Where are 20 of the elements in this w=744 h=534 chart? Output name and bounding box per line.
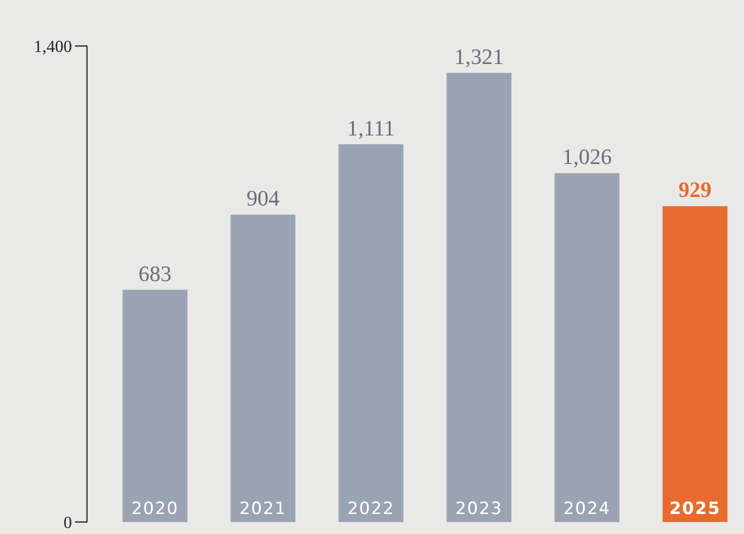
x-tick-label: 2023 xyxy=(455,499,503,519)
x-tick-label: 2025 xyxy=(669,499,721,519)
bar xyxy=(446,72,512,522)
data-label: 929 xyxy=(678,177,712,202)
bar xyxy=(230,214,296,522)
data-label: 904 xyxy=(246,186,280,211)
data-label: 683 xyxy=(138,260,172,286)
y-tick-label: 0 xyxy=(64,512,72,532)
data-label: 1,111 xyxy=(347,115,395,140)
bar xyxy=(662,206,728,522)
data-label: 1,026 xyxy=(562,144,612,170)
x-tick-label: 2020 xyxy=(131,499,179,519)
data-label: 1,321 xyxy=(454,44,504,69)
bar xyxy=(554,173,620,522)
y-tick-label: 1,400 xyxy=(34,36,72,56)
x-tick-label: 2022 xyxy=(347,499,395,519)
x-tick-label: 2021 xyxy=(239,499,287,519)
bar xyxy=(338,144,404,522)
x-tick-label: 2024 xyxy=(563,499,611,519)
bar xyxy=(122,290,188,522)
